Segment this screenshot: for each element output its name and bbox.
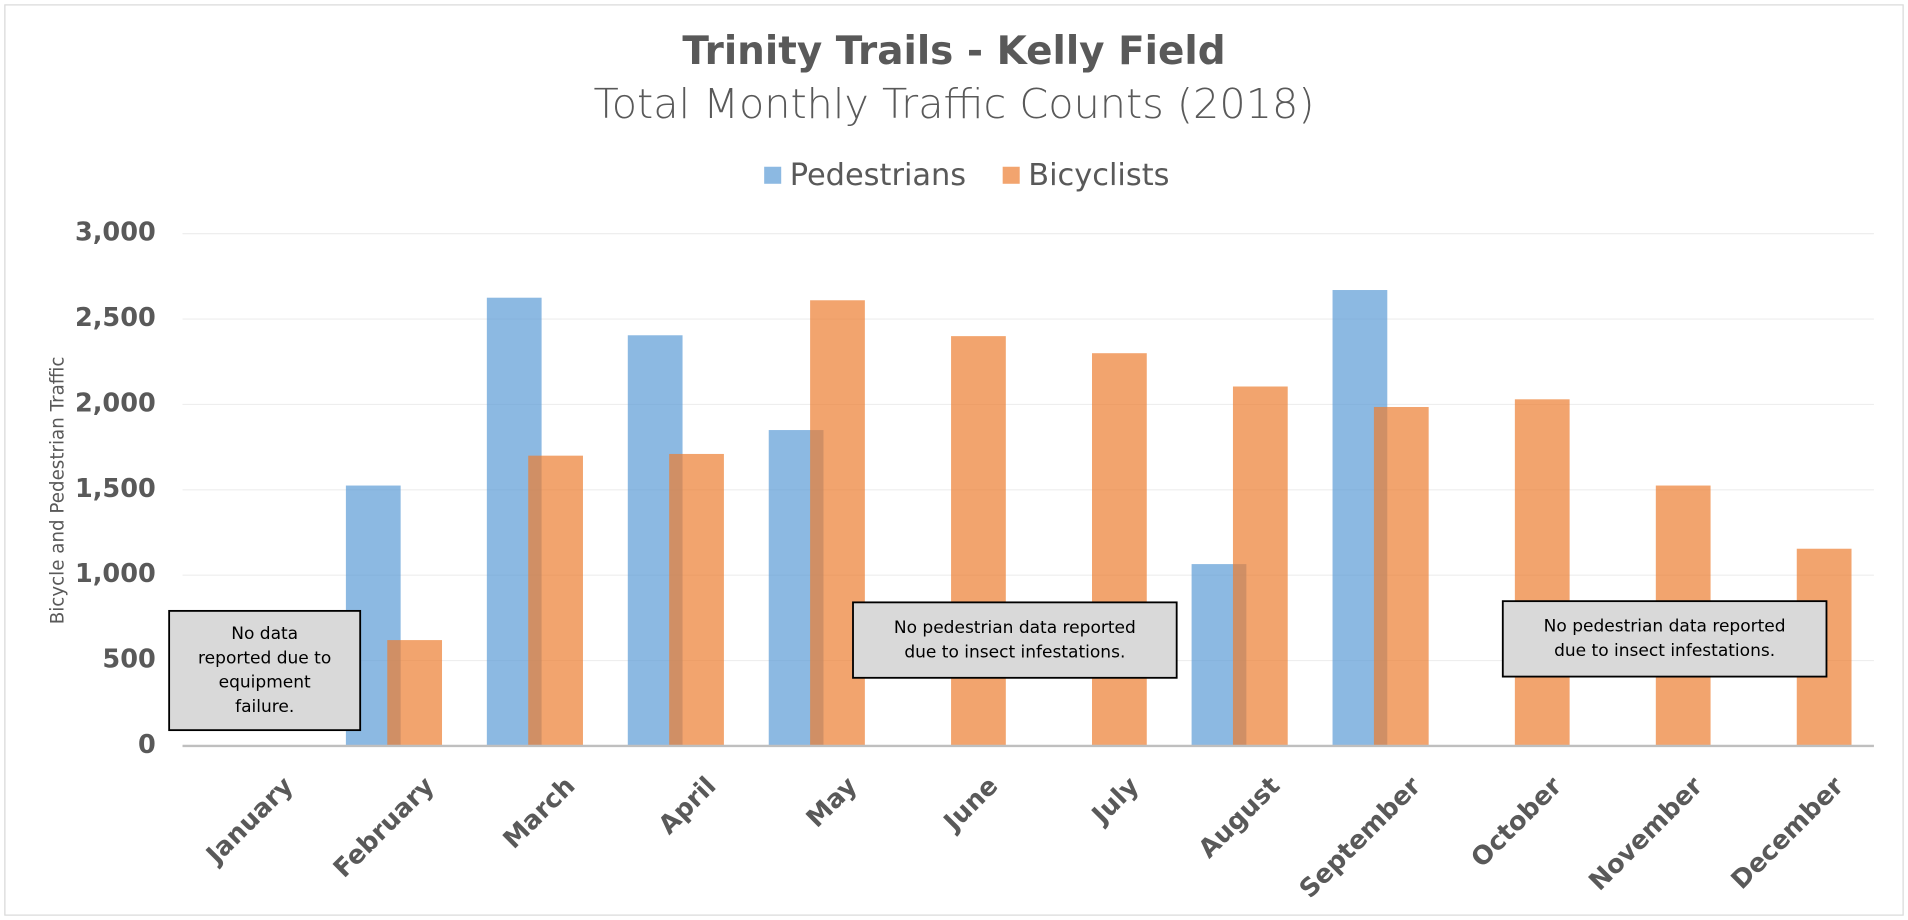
bar [1373, 406, 1429, 746]
y-tick-label: 1,500 [75, 474, 156, 504]
bar [669, 453, 724, 746]
bar [387, 640, 443, 746]
bar [1092, 353, 1147, 746]
legend-label: Bicyclists [1028, 158, 1169, 193]
annotation-text: equipment [219, 673, 311, 693]
bar [951, 336, 1006, 746]
bar [528, 455, 583, 746]
chart-subtitle: Total Monthly Traffic Counts (2018) [594, 80, 1315, 128]
annotation-box [168, 609, 362, 732]
annotation-text: due to insect infestations. [904, 642, 1125, 662]
annotation-text: No pedestrian data reported [1544, 617, 1786, 637]
legend-swatch [764, 166, 782, 184]
bar [1514, 399, 1570, 746]
y-tick-label: 1,000 [75, 559, 156, 589]
annotation-text: No data [231, 624, 298, 644]
y-axis-label: Bicycle and Pedestrian Traffic [47, 357, 68, 625]
annotation-text: due to insect infestations. [1554, 641, 1775, 661]
annotation-text: failure. [235, 697, 294, 717]
chart-title: Trinity Trails - Kelly Field [682, 29, 1225, 74]
y-tick-label: 2,000 [75, 388, 156, 418]
y-tick-label: 500 [102, 645, 155, 675]
annotation-text: reported due to [198, 648, 331, 668]
y-tick-label: 2,500 [75, 303, 156, 333]
annotation-text: No pedestrian data reported [894, 618, 1136, 638]
legend-label: Pedestrians [790, 158, 966, 193]
annotation-box [852, 601, 1178, 679]
y-tick-label: 3,000 [75, 218, 156, 248]
bar [1232, 386, 1288, 746]
bar [810, 300, 865, 746]
annotation-box [1501, 600, 1828, 678]
legend-swatch [1002, 166, 1020, 184]
y-tick-label: 0 [138, 730, 156, 760]
